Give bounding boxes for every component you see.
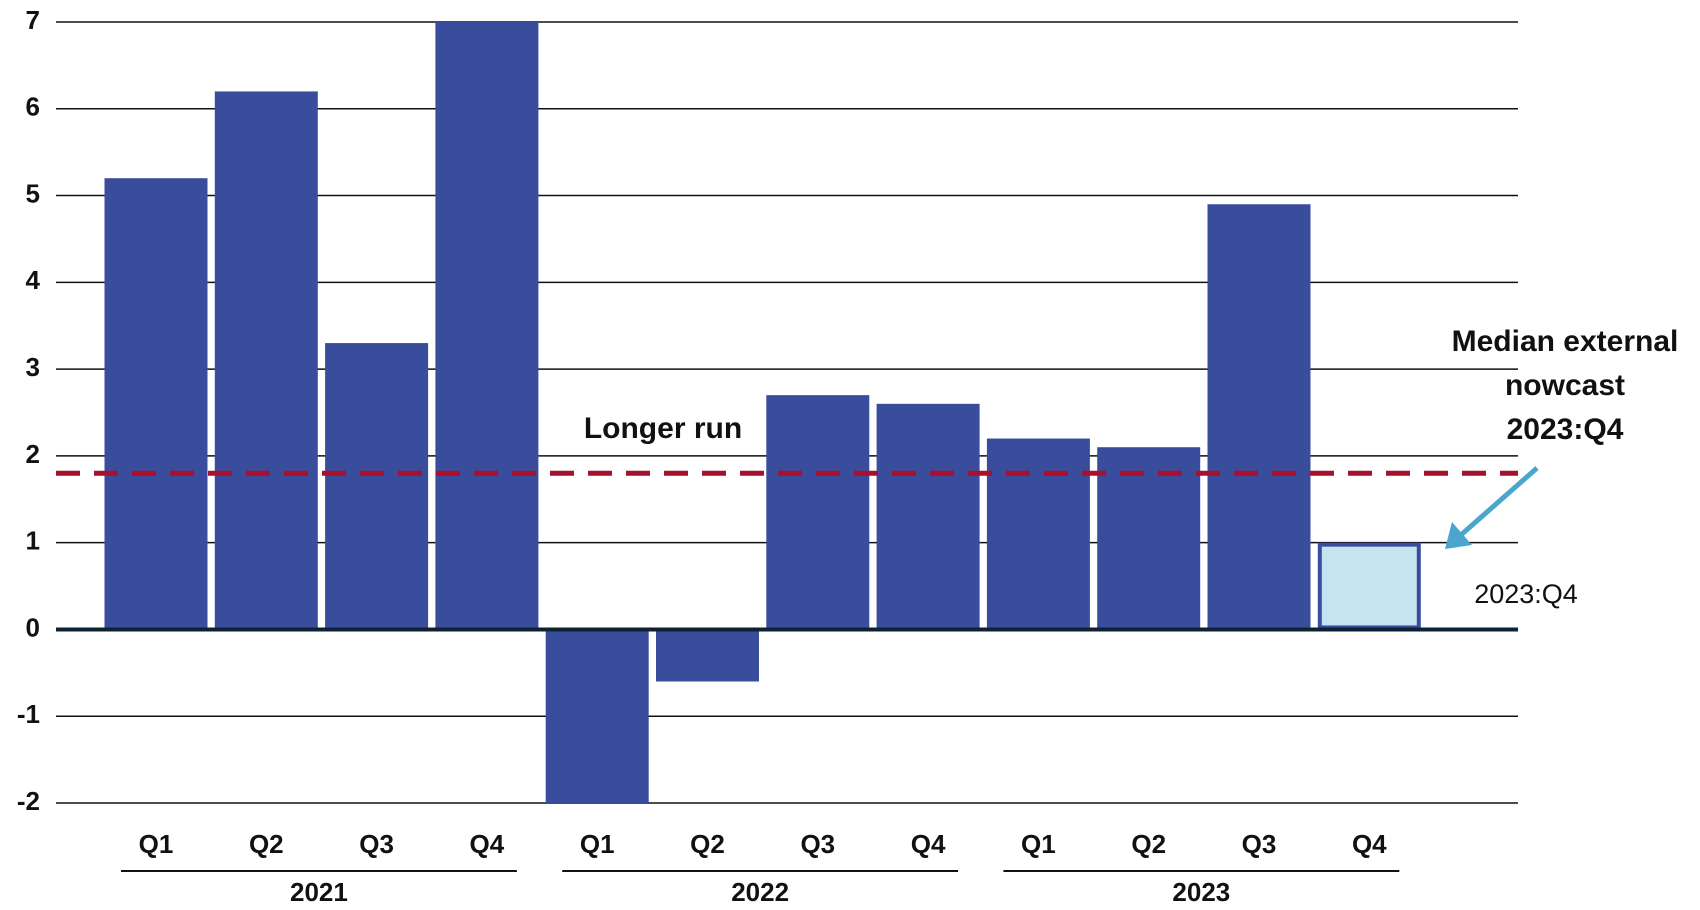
bar-label: 2023:Q4 — [1474, 579, 1578, 609]
year-label: 2022 — [731, 877, 789, 907]
annotation-arrow — [1460, 466, 1539, 536]
bar — [1097, 447, 1201, 630]
bar — [876, 403, 980, 630]
annotation-text: 2023:Q4 — [1507, 413, 1624, 446]
bar — [1207, 204, 1311, 630]
bar — [766, 395, 870, 630]
y-tick-label: 4 — [26, 265, 41, 295]
y-tick-label: 7 — [26, 5, 40, 35]
x-tick-label: Q4 — [1352, 829, 1387, 859]
y-tick-label: 1 — [26, 526, 40, 556]
x-tick-label: Q3 — [1242, 829, 1277, 859]
reference-label: Longer run — [584, 412, 742, 445]
y-tick-label: 3 — [26, 352, 40, 382]
y-tick-label: 2 — [26, 439, 40, 469]
bar — [1317, 542, 1421, 630]
x-tick-label: Q2 — [1131, 829, 1166, 859]
x-tick-label: Q2 — [249, 829, 284, 859]
arrow-head — [1445, 522, 1472, 549]
y-tick-label: -1 — [17, 699, 40, 729]
bar — [986, 438, 1090, 630]
y-tick-label: 5 — [26, 178, 40, 208]
x-tick-label: Q2 — [690, 829, 725, 859]
x-tick-label: Q4 — [470, 829, 505, 859]
x-tick-label: Q1 — [580, 829, 615, 859]
bar — [325, 343, 429, 630]
year-label: 2023 — [1172, 877, 1230, 907]
bar — [656, 629, 759, 682]
x-tick-label: Q4 — [911, 829, 946, 859]
y-tick-label: 6 — [26, 92, 40, 122]
x-tick-label: Q3 — [800, 829, 835, 859]
x-tick-label: Q3 — [359, 829, 394, 859]
y-tick-label: -2 — [17, 786, 40, 816]
bar — [104, 178, 208, 630]
x-tick-label: Q1 — [139, 829, 174, 859]
annotation-text: Median external — [1452, 325, 1679, 358]
x-tick-label: Q1 — [1021, 829, 1056, 859]
bar — [545, 629, 649, 804]
y-tick-label: 0 — [26, 612, 40, 642]
year-label: 2021 — [290, 877, 348, 907]
annotation-text: nowcast — [1505, 369, 1625, 402]
bar — [435, 22, 539, 630]
bar — [214, 91, 318, 630]
